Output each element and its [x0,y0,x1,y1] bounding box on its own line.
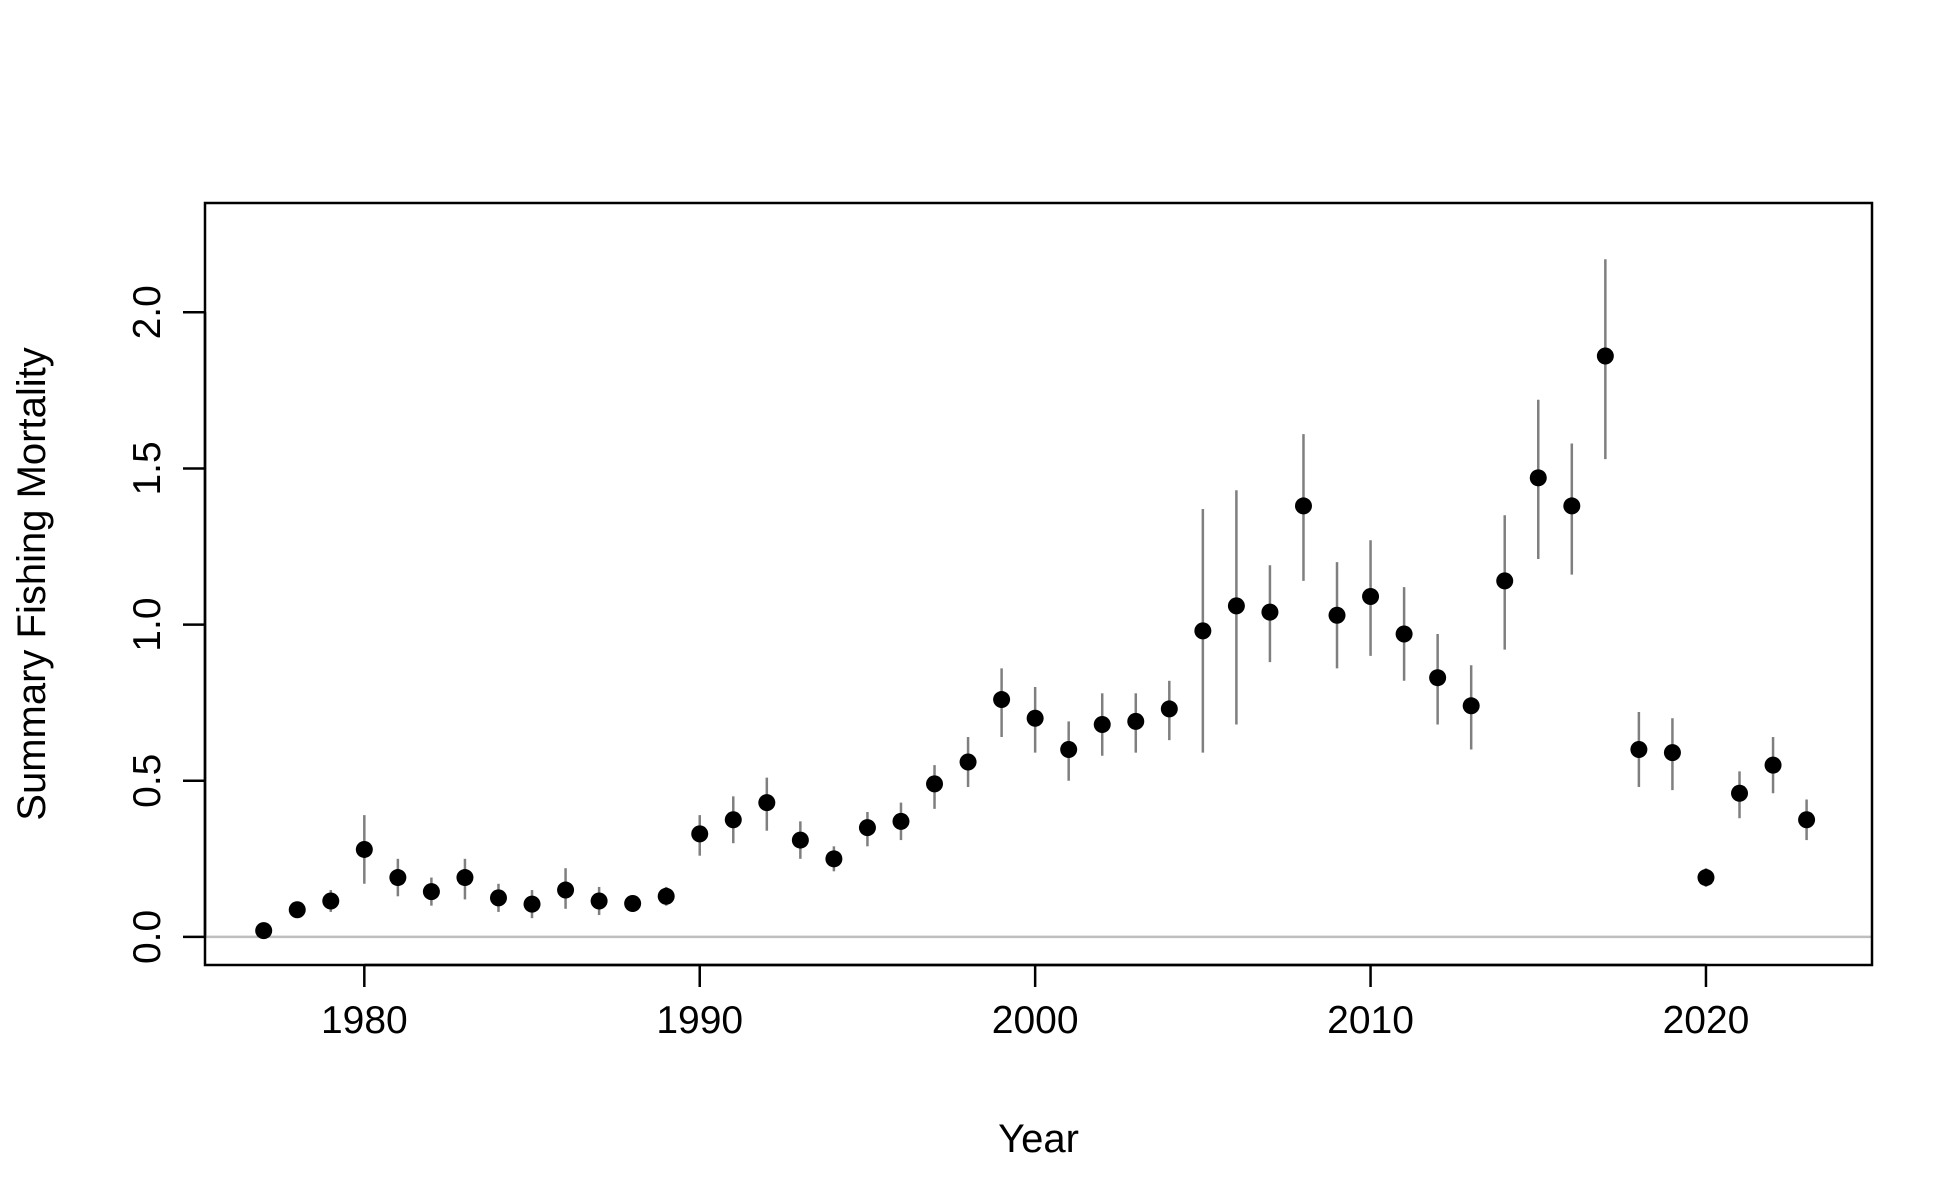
data-point [1496,572,1514,590]
x-axis: 1980 1990 2000 2010 2020 [321,963,1750,1042]
data-point [758,794,776,812]
y-axis: 0.0 0.5 1.0 1.5 2.0 [126,285,207,964]
data-point [959,753,977,771]
data-points [255,347,1816,940]
data-point [825,850,843,868]
data-point [1160,700,1178,718]
y-tick-label: 2.0 [126,285,169,339]
data-point [523,895,541,913]
data-point [322,892,340,910]
y-tick-label: 1.0 [126,597,169,651]
data-point [1227,597,1245,615]
data-point [1596,347,1614,365]
data-point [489,889,507,907]
x-tick-label: 1990 [656,999,743,1042]
data-point [1362,587,1380,605]
data-point [422,883,440,901]
data-point [926,775,944,793]
data-point [1731,784,1749,802]
data-point [1026,709,1044,727]
data-point [791,831,809,849]
y-tick-label: 0.0 [126,910,169,964]
data-point [1429,669,1447,687]
y-axis-title: Summary Fishing Mortality [10,347,54,820]
data-point [1764,756,1782,774]
x-axis-title: Year [998,1117,1079,1161]
data-point [1294,497,1312,515]
data-point [1529,469,1547,487]
data-point [1060,741,1078,759]
data-point [858,819,876,837]
data-point [1194,622,1212,640]
data-point [557,881,575,899]
data-point [724,811,742,829]
data-point [993,691,1011,709]
data-point [1563,497,1581,515]
data-point [389,869,407,887]
data-point [255,922,273,940]
data-point [624,894,642,912]
data-point [1127,712,1145,730]
data-point [691,825,709,843]
data-point [590,892,608,910]
error-bars [262,259,1808,934]
y-tick-label: 1.5 [126,441,169,495]
data-point [288,901,306,919]
x-tick-label: 2010 [1327,999,1414,1042]
data-point [657,887,675,905]
data-point [1697,869,1715,887]
data-point [1798,811,1816,829]
data-point [456,869,474,887]
data-point [1261,603,1279,621]
plot-frame [203,201,1874,967]
x-tick-label: 1980 [321,999,408,1042]
y-tick-label: 0.5 [126,754,169,808]
data-point [355,840,373,858]
data-point [892,812,910,830]
data-point [1395,625,1413,643]
data-point [1663,744,1681,762]
data-point [1093,716,1111,734]
data-point [1328,606,1346,624]
x-tick-label: 2020 [1663,999,1750,1042]
x-tick-label: 2000 [992,999,1079,1042]
data-point [1630,741,1648,759]
data-point [1462,697,1480,715]
